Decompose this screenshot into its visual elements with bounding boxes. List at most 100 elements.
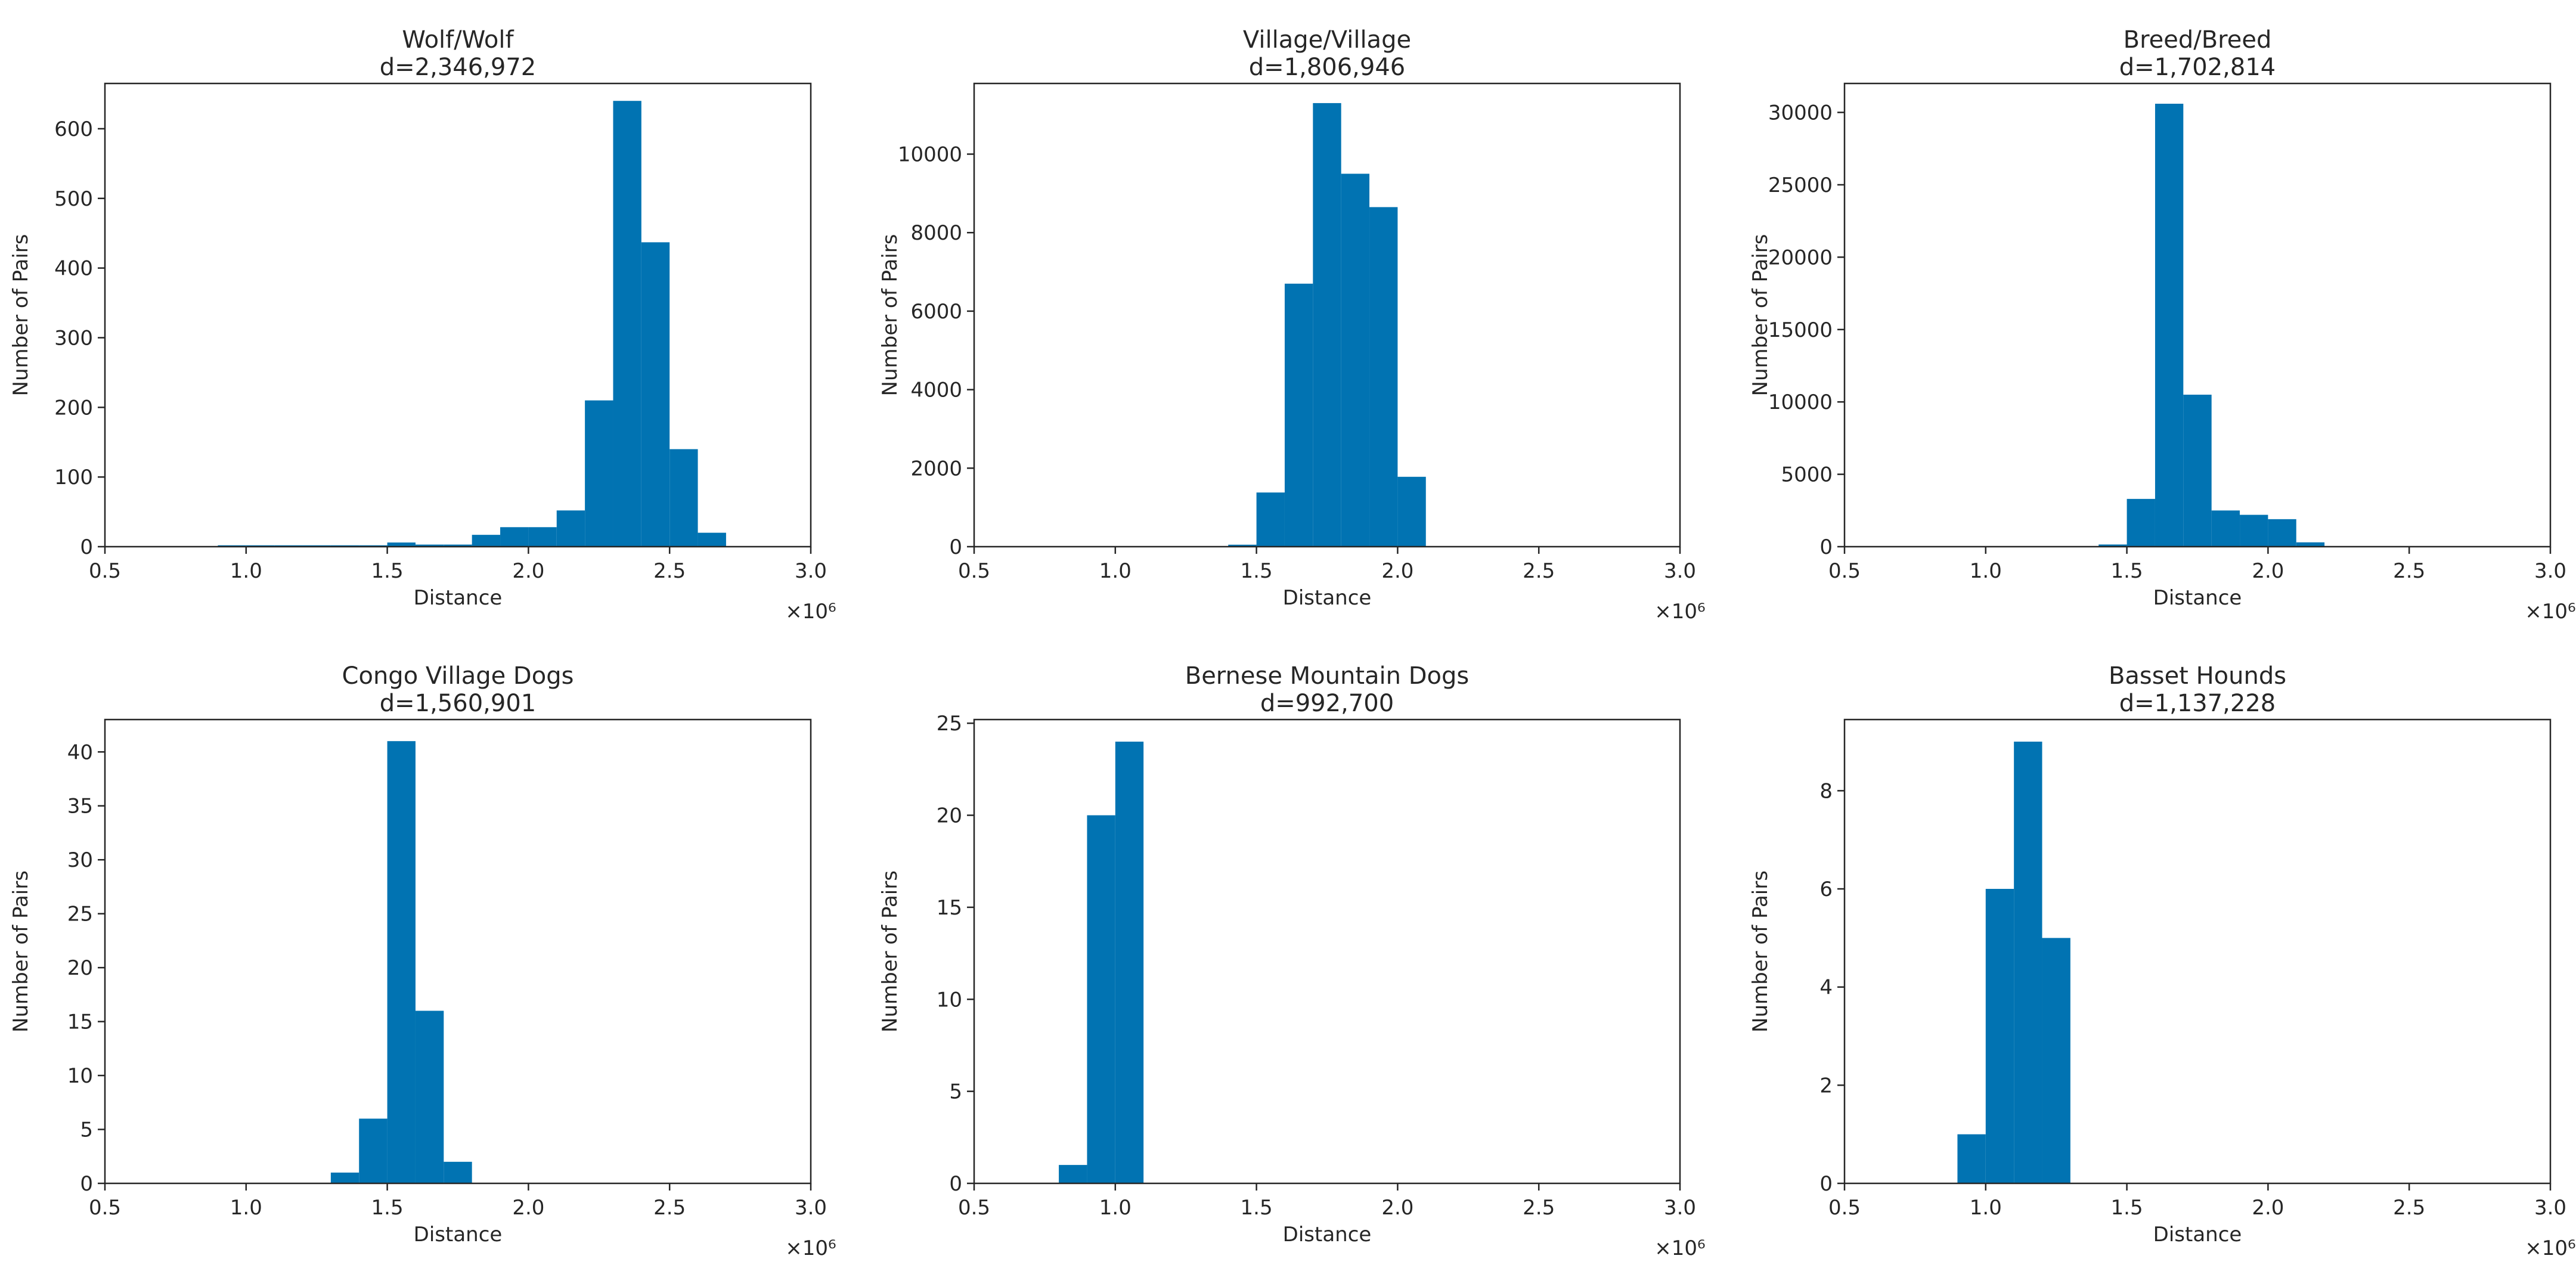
axes-frame	[1843, 82, 2552, 548]
chart-subtitle: d=1,806,946	[1249, 54, 1405, 81]
histogram-bar	[1256, 492, 1285, 547]
x-tick-label: 1.0	[1099, 1196, 1132, 1220]
axes-frame	[104, 82, 812, 548]
histogram-bar	[2155, 103, 2184, 547]
histogram-panel-2: 0.5 1.0 1.5 2.0 2.5 3.0 0 2000 4000 6000 8000 10000…	[878, 26, 1706, 624]
y-tick-label: 20	[67, 956, 93, 980]
histogram-bar	[1284, 283, 1313, 547]
x-tick-label: 1.0	[1099, 559, 1132, 583]
y-tick-label: 0	[80, 1172, 93, 1196]
histogram-panel-3: 0.5 1.0 1.5 2.0 2.5 3.0 0 5000 10000 15000 20000 25…	[1749, 26, 2576, 624]
x-tick-label: 0.5	[1828, 1196, 1861, 1220]
y-tick-label: 5	[949, 1080, 962, 1104]
y-tick-label: 15	[67, 1010, 93, 1034]
histogram-bar	[1369, 207, 1398, 547]
x-axis-label: Distance	[1283, 1223, 1372, 1247]
histogram-bar	[415, 544, 444, 547]
axes-frame	[973, 718, 1681, 1185]
histogram-bar	[698, 532, 726, 547]
y-tick-label: 0	[1819, 1172, 1833, 1196]
histogram-bar	[1087, 815, 1115, 1183]
histogram-bar	[641, 242, 670, 547]
y-axis-label: Number of Pairs	[1749, 870, 1772, 1033]
x-tick-label: 1.5	[2111, 559, 2143, 583]
x-offset-label: ×10⁶	[2525, 1236, 2575, 1260]
chart-title: Basset Hounds	[2109, 662, 2286, 690]
x-tick-label: 0.5	[1828, 559, 1861, 583]
y-tick-label: 300	[54, 326, 93, 350]
x-axis-label: Distance	[2153, 1223, 2242, 1247]
histogram-bar	[2211, 510, 2240, 547]
y-tick-label: 30000	[1768, 101, 1833, 125]
histogram-bar	[2098, 544, 2127, 547]
histogram-bar	[1985, 889, 2014, 1183]
x-offset-label: ×10⁶	[1654, 1236, 1705, 1260]
y-axis-label: Number of Pairs	[9, 234, 33, 396]
y-tick-label: 20000	[1768, 246, 1833, 269]
chart-subtitle: d=1,702,814	[2119, 54, 2276, 81]
histogram-bar	[669, 449, 698, 547]
axes-frame	[104, 718, 812, 1185]
histogram-bar	[387, 741, 416, 1183]
y-tick-label: 6	[1819, 878, 1833, 901]
y-axis-label: Number of Pairs	[878, 870, 902, 1033]
x-axis-label: Distance	[414, 1223, 503, 1247]
x-tick-label: 2.5	[653, 1196, 686, 1220]
x-tick-label: 1.0	[1970, 559, 2002, 583]
x-tick-label: 1.5	[1241, 1196, 1273, 1220]
x-tick-label: 1.5	[1241, 559, 1273, 583]
chart-subtitle: d=2,346,972	[380, 54, 536, 81]
histogram-bar	[2126, 498, 2155, 547]
x-offset-label: ×10⁶	[785, 1236, 836, 1260]
x-tick-label: 2.5	[1523, 559, 1555, 583]
chart-title: Breed/Breed	[2124, 26, 2272, 54]
x-offset-label: ×10⁶	[2525, 600, 2575, 624]
histogram-bar	[528, 527, 557, 547]
x-tick-label: 3.0	[795, 1196, 827, 1220]
x-tick-label: 3.0	[2534, 1196, 2566, 1220]
y-axis-label: Number of Pairs	[1749, 234, 1772, 396]
y-tick-label: 400	[54, 257, 93, 281]
histogram-bar	[444, 1161, 472, 1183]
chart-title: Village/Village	[1243, 26, 1411, 54]
x-tick-label: 2.5	[653, 559, 686, 583]
x-axis-label: Distance	[2153, 586, 2242, 610]
y-tick-label: 10	[67, 1064, 93, 1088]
histogram-bar	[2268, 519, 2296, 547]
x-tick-label: 2.0	[512, 559, 544, 583]
histogram-bar	[1059, 1165, 1087, 1183]
y-tick-label: 5000	[1781, 463, 1833, 487]
x-tick-label: 0.5	[89, 1196, 121, 1220]
y-tick-label: 35	[67, 795, 93, 819]
y-tick-label: 25000	[1768, 173, 1833, 197]
histogram-bar	[500, 527, 529, 547]
x-tick-label: 2.0	[1381, 559, 1413, 583]
histogram-bar	[2296, 542, 2325, 547]
x-tick-label: 1.0	[1970, 1196, 2002, 1220]
x-tick-label: 1.5	[371, 559, 404, 583]
y-tick-label: 0	[1819, 535, 1833, 559]
y-tick-label: 2	[1819, 1074, 1833, 1098]
chart-subtitle: d=1,137,228	[2119, 690, 2276, 717]
x-tick-label: 3.0	[1664, 1196, 1696, 1220]
chart-title: Wolf/Wolf	[402, 26, 514, 54]
y-tick-label: 2000	[910, 457, 962, 480]
x-axis-label: Distance	[1283, 586, 1372, 610]
x-axis-label: Distance	[414, 586, 503, 610]
y-tick-label: 100	[54, 466, 93, 489]
x-tick-label: 0.5	[89, 559, 121, 583]
y-tick-label: 25	[67, 903, 93, 926]
histogram-bar	[585, 400, 613, 547]
x-tick-label: 2.0	[2252, 1196, 2284, 1220]
x-tick-label: 1.0	[230, 1196, 262, 1220]
y-axis-label: Number of Pairs	[9, 870, 33, 1033]
y-tick-label: 10000	[1768, 390, 1833, 414]
x-tick-label: 2.5	[1523, 1196, 1555, 1220]
histogram-bar	[472, 535, 501, 547]
histogram-bar	[387, 542, 416, 547]
histogram-bar	[1228, 544, 1257, 547]
y-tick-label: 0	[949, 1172, 962, 1196]
axes-frame	[973, 82, 1681, 548]
